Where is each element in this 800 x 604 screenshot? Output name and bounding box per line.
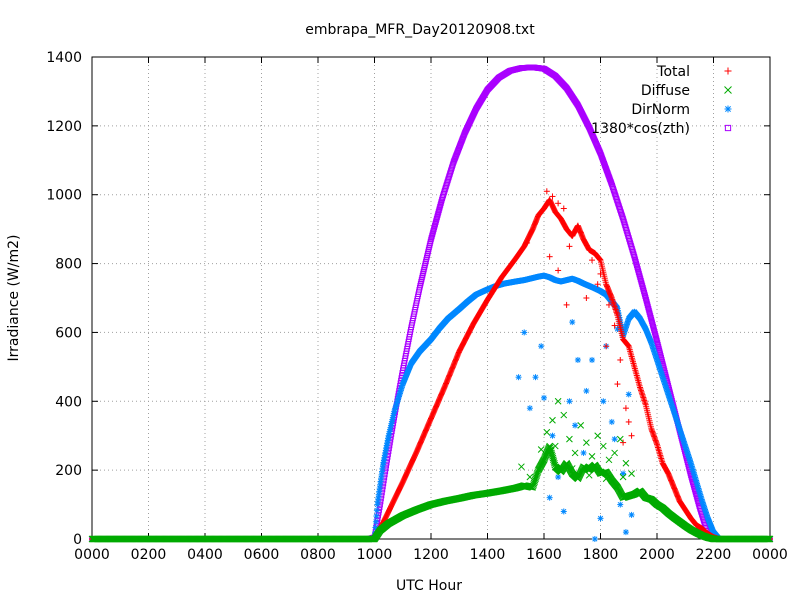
y-axis-label: Irradiance (W/m2) — [6, 235, 22, 362]
x-tick-label: 0000 — [752, 547, 788, 563]
x-tick-label: 1000 — [357, 547, 393, 563]
y-tick-label: 0 — [73, 532, 82, 548]
x-tick-label: 0800 — [300, 547, 336, 563]
y-tick-label: 400 — [55, 394, 82, 410]
y-tick-label: 1000 — [46, 188, 82, 204]
x-tick-label: 0600 — [244, 547, 280, 563]
y-tick-label: 800 — [55, 257, 82, 273]
y-tick-label: 200 — [55, 463, 82, 479]
y-tick-label: 600 — [55, 325, 82, 341]
x-tick-label: 0000 — [74, 547, 110, 563]
y-tick-label: 1200 — [46, 119, 82, 135]
x-tick-label: 0400 — [187, 547, 223, 563]
chart-title: embrapa_MFR_Day20120908.txt — [305, 22, 535, 38]
x-tick-label: 1600 — [526, 547, 562, 563]
y-tick-label: 1400 — [46, 50, 82, 66]
x-axis-label: UTC Hour — [396, 578, 462, 594]
x-tick-label: 1800 — [583, 547, 619, 563]
x-tick-label: 2200 — [696, 547, 732, 563]
x-tick-label: 1200 — [413, 547, 449, 563]
x-tick-label: 0200 — [131, 547, 167, 563]
x-tick-label: 2000 — [639, 547, 675, 563]
x-tick-label: 1400 — [470, 547, 506, 563]
